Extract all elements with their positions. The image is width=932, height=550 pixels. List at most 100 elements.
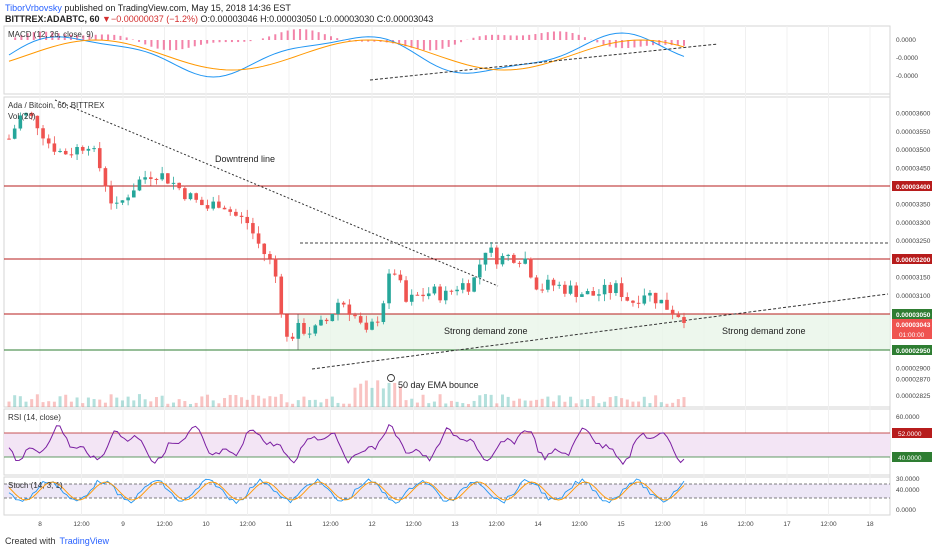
volume-bar	[682, 397, 686, 407]
volume-bar	[245, 399, 249, 407]
candle-body	[143, 177, 147, 180]
time-tick: 12:00	[156, 521, 173, 528]
candle-body	[92, 148, 96, 150]
macd-hist-bar	[491, 34, 494, 40]
candle-body	[69, 154, 74, 156]
candle-body	[239, 215, 244, 217]
candle-body	[477, 264, 482, 278]
time-tick: 9	[121, 521, 125, 528]
volume-bar	[478, 395, 482, 407]
macd-hist-bar	[330, 36, 333, 40]
stoch-tick: 0.0000	[896, 507, 916, 514]
price-tick: 0.00003600	[896, 111, 931, 118]
macd-hist-bar	[292, 29, 295, 40]
macd-hist-bar	[509, 35, 512, 40]
candle-body	[540, 289, 544, 291]
macd-hist-bar	[261, 38, 264, 40]
volume-bar	[13, 395, 17, 407]
volume-bar	[597, 403, 601, 407]
macd-hist-bar	[243, 40, 246, 42]
rsi-label: RSI (14, close)	[8, 413, 61, 422]
macd-hist-bar	[596, 40, 599, 43]
candle-body	[137, 179, 142, 191]
volume-bar	[574, 403, 578, 407]
macd-hist-bar	[398, 40, 401, 45]
volume-bar	[81, 403, 85, 407]
tradingview-link[interactable]: TradingView	[59, 536, 110, 546]
volume-bar	[154, 397, 158, 407]
candle-body	[35, 115, 40, 129]
time-tick: 8	[38, 521, 42, 528]
time-tick: 12:00	[737, 521, 754, 528]
macd-hist-bar	[621, 40, 624, 49]
time-tick: 12	[368, 521, 376, 528]
candle-body	[591, 291, 596, 296]
time-tick: 13	[451, 521, 459, 528]
candle-body	[97, 148, 102, 169]
time-tick: 12:00	[405, 521, 422, 528]
volume-bar	[257, 395, 261, 407]
volume-bar	[189, 403, 193, 407]
chart-canvas[interactable]: 0.00003600 0.00003550 0.00003500 0.00003450…	[0, 0, 932, 530]
volume-bar	[47, 401, 51, 407]
volume-bar	[580, 399, 584, 407]
volume-bar	[427, 403, 431, 407]
volume-bar	[132, 400, 136, 407]
downtrend-line	[54, 99, 499, 287]
candle-body	[268, 254, 272, 259]
volume-bar	[120, 400, 124, 407]
volume-bar	[518, 398, 522, 407]
badge-rsi-52-text: 52.0000	[898, 431, 922, 438]
candle-body	[676, 314, 681, 318]
macd-label: MACD (12, 26, close, 9)	[8, 30, 94, 39]
macd-tick: 0.0000	[896, 37, 916, 44]
macd-hist-bar	[552, 31, 555, 40]
macd-hist-bar	[528, 34, 531, 40]
volume-bar	[552, 401, 556, 407]
volume-bar	[211, 400, 215, 407]
macd-hist-bar	[404, 40, 407, 47]
candle-body	[262, 243, 267, 255]
price-tick: 0.00003550	[896, 129, 931, 136]
macd-hist-bar	[478, 36, 481, 40]
macd-hist-bar	[311, 30, 314, 40]
candle-body	[63, 150, 68, 155]
volume-bar	[325, 398, 329, 407]
macd-hist-bar	[45, 31, 48, 40]
volume-bar	[489, 394, 493, 407]
volume-bar	[143, 399, 147, 407]
candle-body	[460, 283, 465, 290]
candle-body	[631, 300, 635, 303]
volume-bar	[319, 402, 323, 407]
rsi-tick: 60.0000	[896, 414, 920, 421]
candle-body	[659, 299, 664, 304]
candle-body	[523, 258, 527, 264]
author-link[interactable]: TiborVrbovsky	[5, 3, 62, 13]
volume-bar	[415, 402, 419, 407]
macd-hist-bar	[237, 40, 240, 43]
volume-bar	[637, 401, 641, 407]
change-arrow-icon: ▼	[102, 14, 111, 24]
macd-pane	[3, 25, 891, 95]
candle-body	[381, 303, 386, 323]
macd-hist-bar	[441, 40, 444, 49]
macd-hist-bar	[138, 40, 141, 42]
ema-bounce-label: 50 day EMA bounce	[398, 380, 479, 390]
volume-bar	[92, 399, 96, 407]
volume-bar	[234, 395, 238, 407]
time-tick: 12:00	[488, 521, 505, 528]
macd-hist-bar	[175, 40, 178, 51]
volume-bar	[608, 397, 612, 407]
badge-3400-text: 0.00003400	[896, 184, 931, 191]
badge-rsi-52	[892, 428, 932, 438]
candle-body	[489, 247, 493, 253]
candle-body	[126, 197, 130, 201]
volume-bar	[137, 394, 141, 407]
candle-body	[597, 294, 601, 296]
candle-body	[120, 200, 125, 203]
macd-hist-bar	[218, 40, 221, 43]
volume-bar	[251, 394, 255, 407]
volume-bar	[495, 403, 499, 407]
volume-bar	[103, 402, 107, 407]
macd-hist-bar	[20, 35, 23, 40]
